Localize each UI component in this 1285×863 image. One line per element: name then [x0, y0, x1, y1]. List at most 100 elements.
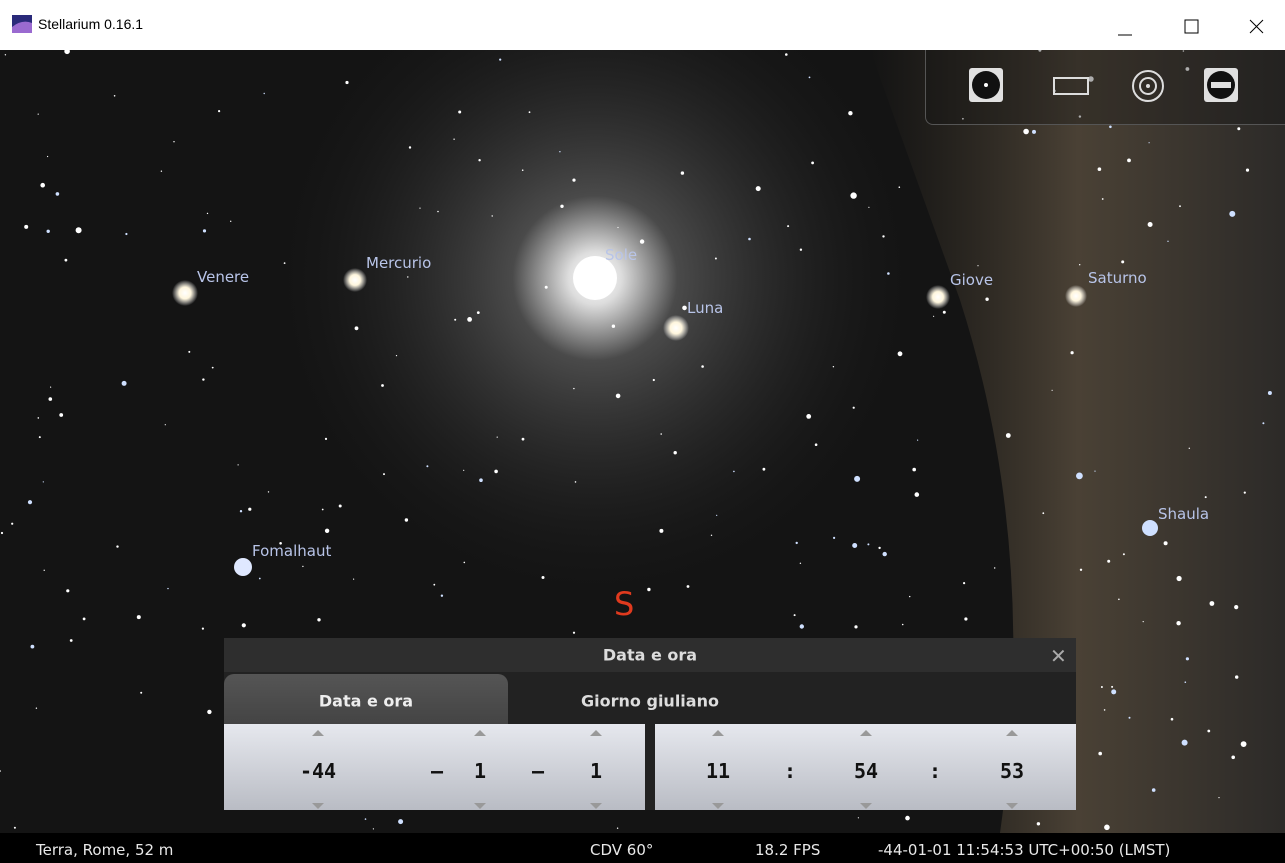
spin-value[interactable]: 53: [1000, 759, 1024, 783]
star: [1218, 797, 1219, 798]
star: [28, 500, 32, 504]
spin-arrow[interactable]: [474, 730, 486, 736]
spin-arrow[interactable]: [590, 803, 602, 809]
star: [887, 272, 890, 275]
star: [796, 542, 798, 544]
star: [1023, 129, 1029, 135]
spin-arrow[interactable]: [860, 803, 872, 809]
star: [1129, 717, 1131, 719]
window-controls[interactable]: [1100, 15, 1270, 37]
star: [40, 183, 45, 188]
spin-arrow[interactable]: [712, 730, 724, 736]
separator: :: [929, 759, 941, 783]
spin-arrow[interactable]: [590, 730, 602, 736]
separator: –: [431, 759, 443, 783]
star: [659, 529, 663, 533]
fps: 18.2 FPS: [755, 841, 820, 859]
toolbar-panel: [925, 50, 1285, 125]
star: [1262, 422, 1264, 424]
spin-value[interactable]: 54: [854, 759, 878, 783]
spin-arrow[interactable]: [1006, 730, 1018, 736]
star: [858, 817, 859, 818]
star: [405, 518, 408, 521]
spin-arrow[interactable]: [1006, 803, 1018, 809]
star: [207, 710, 211, 714]
tab-label[interactable]: Data e ora: [319, 692, 413, 711]
star: [1111, 686, 1113, 688]
star: [616, 394, 621, 399]
star: [573, 632, 575, 634]
star: [1143, 621, 1144, 622]
spin-arrow[interactable]: [474, 803, 486, 809]
star-label: Shaula: [1158, 505, 1209, 523]
star: [1, 532, 3, 534]
star: [116, 545, 118, 547]
star: [499, 59, 501, 61]
star: [559, 151, 560, 152]
star: [1080, 569, 1082, 571]
star: [853, 407, 855, 409]
star: [137, 615, 141, 619]
star: [785, 53, 788, 56]
star: [1101, 686, 1103, 688]
star: [477, 311, 480, 314]
star: [715, 258, 717, 260]
toolbar-icons[interactable]: [926, 50, 1285, 125]
star: [365, 818, 367, 820]
star: [1268, 391, 1272, 395]
star: [437, 211, 439, 213]
star: [899, 186, 901, 188]
star: [640, 239, 644, 243]
spin-arrow[interactable]: [312, 730, 324, 736]
planet-label: Sole: [605, 246, 637, 264]
app-window: Stellarium 0.16.1 Venere Mercurio Sole L…: [0, 0, 1285, 863]
star: [1182, 740, 1188, 746]
star: [833, 366, 834, 367]
spin-value[interactable]: -44: [300, 759, 336, 783]
star: [1210, 601, 1215, 606]
star: [1118, 599, 1120, 601]
star: [522, 169, 524, 171]
star: [497, 437, 498, 438]
status-bar: Terra, Rome, 52 m CDV 60° 18.2 FPS -44-0…: [0, 833, 1285, 863]
spin-value[interactable]: 11: [706, 759, 730, 783]
star: [854, 625, 857, 628]
star: [1107, 560, 1110, 563]
star: [915, 492, 920, 497]
star: [964, 617, 967, 620]
star: [806, 414, 811, 419]
close-button[interactable]: ✕: [1050, 644, 1067, 668]
spin-value[interactable]: 1: [474, 759, 486, 783]
field-of-view: CDV 60°: [590, 841, 653, 859]
star: [161, 171, 162, 172]
star: [125, 233, 127, 235]
star: [1148, 222, 1153, 227]
star: [1098, 752, 1102, 756]
star: [441, 595, 443, 597]
tab-label[interactable]: Giorno giuliano: [581, 692, 719, 711]
star: [815, 443, 818, 446]
star: [454, 319, 456, 321]
star: [977, 265, 978, 266]
star: [878, 547, 880, 549]
star: [542, 576, 545, 579]
star: [173, 141, 174, 142]
star: [963, 582, 965, 584]
spin-arrow[interactable]: [860, 730, 872, 736]
star: [701, 365, 704, 368]
star: [912, 468, 916, 472]
spin-value[interactable]: 1: [590, 759, 602, 783]
star: [756, 186, 761, 191]
star: [396, 355, 397, 356]
star: [59, 413, 63, 417]
star: [716, 515, 717, 516]
star: [50, 387, 51, 388]
title-bar: Stellarium 0.16.1: [0, 0, 1285, 50]
spin-arrow[interactable]: [312, 803, 324, 809]
star: [748, 238, 751, 241]
star: [345, 81, 348, 84]
star: [867, 543, 869, 545]
star: [39, 436, 41, 438]
spin-arrow[interactable]: [712, 803, 724, 809]
star: [188, 351, 190, 353]
